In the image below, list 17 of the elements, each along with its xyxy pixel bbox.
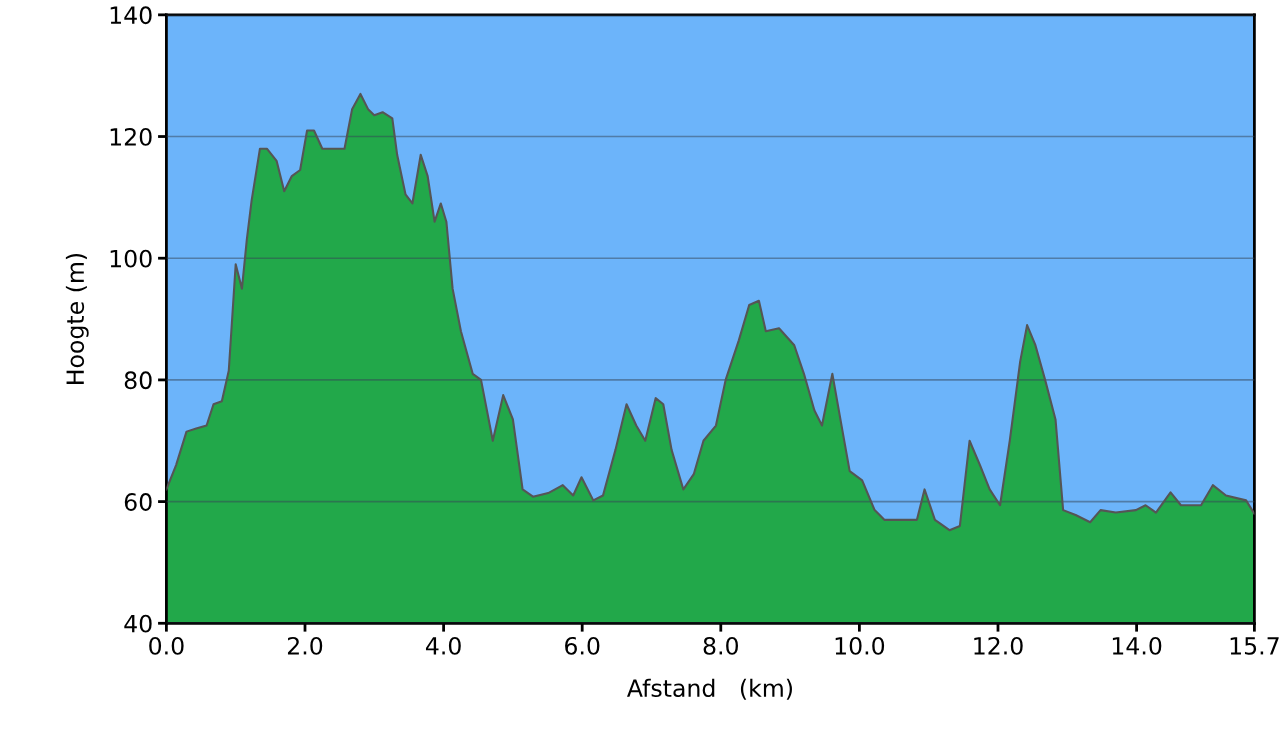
x-tick-label: 0.0: [149, 636, 184, 655]
x-tick-label: 10.0: [835, 636, 885, 655]
x-tick-label: 15.7: [1230, 637, 1279, 655]
x-tick-label: 8.0: [703, 636, 738, 655]
x-tick-label: 2.0: [287, 636, 323, 655]
y-tick-label: 120: [110, 127, 152, 146]
y-tick-label: 80: [124, 371, 152, 390]
y-axis-title: Hoogte (m): [65, 253, 89, 384]
y-tick-label: 100: [110, 249, 152, 268]
y-tick-label: 60: [124, 493, 152, 511]
x-tick-label: 4.0: [425, 636, 461, 655]
x-tick-label: 14.0: [1112, 636, 1162, 655]
x-tick-label: 12.0: [974, 636, 1023, 655]
y-tick-label: 40: [124, 614, 152, 633]
x-axis-title: Afstand (km): [626, 678, 792, 700]
x-tick-label: 6.0: [565, 636, 600, 655]
y-tick-label: 140: [110, 6, 152, 25]
